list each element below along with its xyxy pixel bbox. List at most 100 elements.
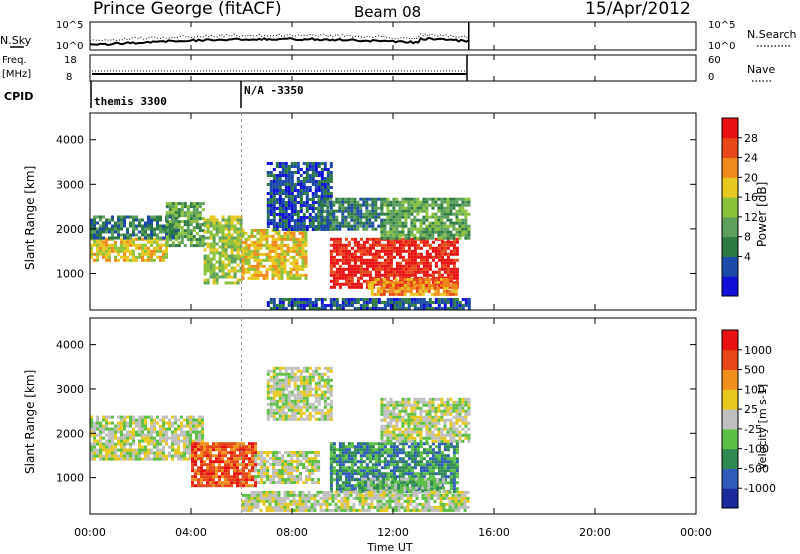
velocity-cell: [449, 445, 453, 449]
power-cell: [386, 243, 390, 247]
power-cell: [455, 249, 459, 253]
power-cell: [287, 198, 291, 201]
velocity-cell: [290, 466, 294, 469]
velocity-cell: [159, 418, 162, 422]
power-cell: [292, 249, 296, 253]
power-cell: [239, 248, 243, 252]
power-cell: [380, 282, 384, 286]
power-cell: [183, 244, 187, 248]
power-cell: [93, 258, 96, 262]
power-cell: [212, 233, 216, 237]
power-cell: [410, 206, 414, 210]
power-cell: [236, 269, 240, 273]
velocity-cell: [284, 481, 288, 484]
velocity-cell: [195, 436, 198, 440]
power-cell: [218, 230, 222, 234]
power-cell: [108, 227, 111, 231]
power-cell: [359, 224, 363, 228]
velocity-cell: [368, 469, 372, 473]
power-cell: [377, 307, 381, 310]
velocity-cell: [171, 439, 174, 443]
power-cell: [299, 204, 303, 207]
power-cell: [174, 208, 178, 212]
power-cell: [374, 273, 378, 277]
power-cell: [274, 246, 278, 250]
velocity-cell: [138, 457, 141, 461]
power-cell: [422, 215, 426, 219]
power-cell: [277, 261, 281, 265]
velocity-cell: [254, 478, 258, 481]
velocity-cell: [183, 433, 186, 437]
power-cell: [286, 237, 290, 241]
power-cell: [443, 261, 447, 265]
power-cell: [201, 235, 205, 239]
power-cell: [290, 174, 294, 177]
power-cell: [338, 264, 342, 268]
velocity-cell: [251, 466, 254, 470]
power-cell: [326, 218, 330, 222]
power-cell: [418, 277, 422, 281]
power-cell: [389, 218, 393, 222]
power-cell: [272, 219, 276, 222]
power-cell: [455, 252, 459, 256]
velocity-cell: [191, 463, 194, 467]
velocity-cell: [302, 369, 306, 373]
power-cell: [410, 224, 414, 228]
power-cell: [138, 236, 141, 240]
power-cell: [401, 264, 405, 268]
power-cell: [428, 233, 432, 237]
velocity-cell: [126, 436, 129, 440]
power-cell: [298, 240, 302, 244]
power-cell: [183, 214, 187, 218]
power-cell: [212, 215, 216, 219]
power-cell: [410, 304, 414, 307]
freq-unit-label: [MHz]: [2, 69, 31, 80]
power-cell: [400, 277, 404, 281]
power-cell: [359, 197, 363, 201]
power-cell: [177, 202, 181, 206]
power-cell: [302, 219, 306, 222]
power-cell: [275, 165, 279, 168]
power-cell: [395, 212, 399, 216]
velocity-cell: [215, 475, 218, 479]
power-cell: [389, 270, 393, 274]
velocity-cell: [123, 436, 126, 440]
power-cell: [320, 212, 324, 216]
velocity-region-3: [266, 366, 333, 421]
velocity-cell: [281, 472, 285, 475]
power-cell: [304, 234, 308, 238]
power-cell: [117, 236, 120, 240]
power-cell: [280, 258, 284, 262]
velocity-cell: [233, 466, 236, 470]
power-cell: [428, 307, 432, 310]
power-cell: [413, 221, 417, 225]
nsearch-tick-bottom: 10^0: [708, 41, 735, 52]
power-cell: [180, 205, 184, 209]
power-cell: [114, 224, 117, 228]
power-cell: [295, 240, 299, 244]
power-cell: [314, 165, 318, 168]
velocity-cell: [153, 451, 156, 455]
power-cell: [365, 298, 369, 301]
power-cell: [404, 261, 408, 265]
power-cell: [422, 200, 426, 204]
power-cell: [329, 279, 333, 283]
power-cell: [436, 286, 440, 290]
power-cell: [135, 215, 138, 219]
velocity-cell: [344, 487, 348, 491]
velocity-cell: [350, 445, 354, 449]
velocity-cell: [129, 415, 132, 419]
power-cell: [159, 255, 162, 259]
power-cell: [431, 255, 435, 259]
power-cell: [117, 230, 120, 234]
power-cell: [272, 213, 276, 216]
power-cell: [209, 266, 213, 270]
power-cell: [350, 206, 354, 210]
power-cell: [165, 229, 169, 233]
velocity-cell: [404, 466, 408, 470]
velocity-cell: [275, 402, 279, 406]
power-cell: [278, 165, 282, 168]
power-cell: [241, 228, 245, 232]
power-cell: [290, 216, 294, 219]
power-cell: [293, 298, 297, 301]
